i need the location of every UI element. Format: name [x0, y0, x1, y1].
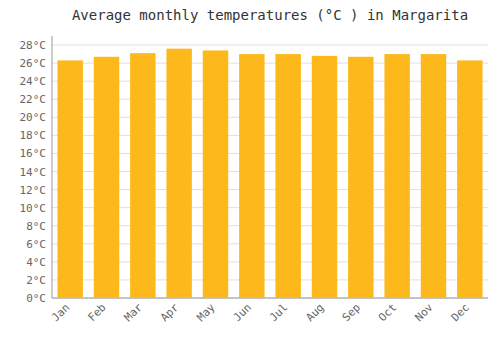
- bars: [57, 49, 482, 298]
- y-tick-label: 12°C: [20, 184, 47, 197]
- x-tick-label: Sep: [340, 301, 363, 324]
- y-axis-line: [52, 36, 53, 298]
- bar: [312, 56, 337, 298]
- bar: [57, 60, 82, 298]
- bar: [421, 54, 446, 298]
- chart-title: Average monthly temperatures (°C ) in Ma…: [72, 7, 468, 23]
- x-axis: Jan Feb Mar Apr May Jun Jul Aug Sep Oct Nov Dec: [49, 301, 472, 325]
- y-tick-label: 18°C: [20, 129, 47, 142]
- y-tick-label: 22°C: [20, 93, 47, 106]
- x-tick-label: May: [194, 301, 218, 325]
- bar: [203, 50, 228, 298]
- x-tick-label: Mar: [122, 301, 146, 325]
- y-tick-label: 10°C: [20, 202, 47, 215]
- y-tick-label: 14°C: [20, 166, 47, 179]
- x-tick-label: Oct: [376, 301, 399, 324]
- bar: [239, 54, 264, 298]
- y-tick-label: 28°C: [20, 39, 47, 52]
- grid-line: [52, 45, 488, 46]
- bar: [384, 54, 409, 298]
- y-grid: [52, 45, 488, 298]
- bar: [457, 60, 482, 298]
- y-tick-label: 26°C: [20, 57, 47, 70]
- x-tick-label: Nov: [412, 301, 436, 325]
- bar: [275, 54, 300, 298]
- y-tick-label: 16°C: [20, 147, 47, 160]
- x-tick-label: Apr: [158, 301, 182, 325]
- bar: [166, 49, 191, 298]
- y-tick-label: 8°C: [26, 220, 46, 233]
- y-tick-label: 0°C: [26, 292, 46, 305]
- y-tick-label: 24°C: [20, 75, 47, 88]
- bar: [130, 53, 155, 298]
- bar: [348, 57, 373, 298]
- x-tick-label: Dec: [449, 301, 472, 324]
- y-tick-label: 6°C: [26, 238, 46, 251]
- y-axis: 0°C 2°C 4°C 6°C 8°C 10°C 12°C 14°C 16°C 18°C 20°C 2…: [20, 36, 53, 305]
- y-tick-label: 2°C: [26, 274, 46, 287]
- x-tick-label: Jun: [231, 301, 254, 324]
- x-tick-label: Aug: [303, 301, 326, 324]
- x-tick-label: Jan: [49, 301, 72, 324]
- chart-svg: Average monthly temperatures (°C ) in Ma…: [0, 0, 500, 350]
- x-tick-label: Jul: [267, 301, 290, 324]
- bar: [94, 57, 119, 298]
- x-tick-label: Feb: [85, 301, 108, 324]
- chart-container: Average monthly temperatures (°C ) in Ma…: [0, 0, 500, 350]
- y-tick-label: 4°C: [26, 256, 46, 269]
- y-tick-label: 20°C: [20, 111, 47, 124]
